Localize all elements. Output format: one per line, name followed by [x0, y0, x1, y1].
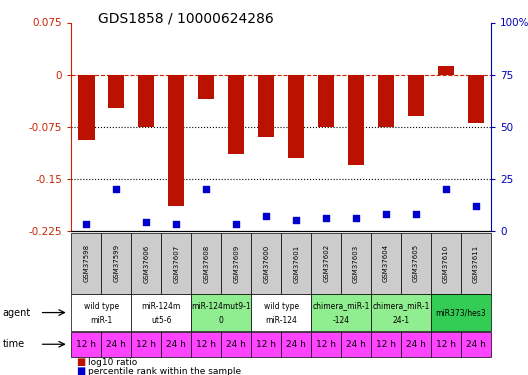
Text: miR-124: miR-124 [265, 316, 297, 325]
Text: 12 h: 12 h [76, 340, 96, 349]
Point [172, 221, 181, 227]
Text: 12 h: 12 h [196, 340, 216, 349]
Point [142, 219, 150, 225]
Text: 12 h: 12 h [436, 340, 456, 349]
Text: wild type: wild type [84, 302, 119, 310]
Text: 24 h: 24 h [166, 340, 186, 349]
Text: GSM37607: GSM37607 [173, 244, 179, 283]
Point [442, 186, 450, 192]
Bar [258, 75, 275, 137]
Point [262, 213, 270, 219]
Text: GSM37606: GSM37606 [143, 244, 149, 283]
Text: GSM37608: GSM37608 [203, 244, 209, 283]
Text: 24 h: 24 h [466, 340, 486, 349]
Point [322, 215, 331, 221]
Text: 24 h: 24 h [406, 340, 426, 349]
Text: agent: agent [3, 308, 31, 318]
Point [382, 211, 390, 217]
Point [232, 221, 240, 227]
Text: GSM37605: GSM37605 [413, 244, 419, 282]
Point [412, 211, 420, 217]
Text: 24-1: 24-1 [392, 316, 410, 325]
Text: chimera_miR-1: chimera_miR-1 [372, 302, 430, 310]
Text: GSM37611: GSM37611 [473, 244, 479, 283]
Text: 12 h: 12 h [316, 340, 336, 349]
Point [292, 217, 300, 223]
Text: 0: 0 [219, 316, 224, 325]
Text: miR-124m: miR-124m [142, 302, 181, 310]
Bar [288, 75, 305, 158]
Text: GDS1858 / 10000624286: GDS1858 / 10000624286 [98, 11, 274, 25]
Bar [468, 75, 484, 123]
Text: 12 h: 12 h [136, 340, 156, 349]
Bar [228, 75, 244, 154]
Text: ■: ■ [77, 366, 86, 375]
Text: GSM37610: GSM37610 [443, 244, 449, 283]
Text: ■: ■ [77, 357, 86, 367]
Text: GSM37603: GSM37603 [353, 244, 359, 283]
Text: GSM37602: GSM37602 [323, 244, 329, 282]
Point [352, 215, 360, 221]
Text: chimera_miR-1: chimera_miR-1 [313, 302, 370, 310]
Text: 24 h: 24 h [286, 340, 306, 349]
Bar [198, 75, 214, 99]
Bar [438, 66, 454, 75]
Text: GSM37601: GSM37601 [293, 244, 299, 283]
Bar [408, 75, 425, 116]
Bar [138, 75, 155, 127]
Text: 12 h: 12 h [256, 340, 276, 349]
Bar [168, 75, 184, 206]
Text: GSM37600: GSM37600 [263, 244, 269, 283]
Text: log10 ratio: log10 ratio [88, 358, 137, 367]
Text: miR-124mut9-1: miR-124mut9-1 [191, 302, 251, 310]
Point [202, 186, 211, 192]
Bar [318, 75, 334, 127]
Text: wild type: wild type [263, 302, 299, 310]
Bar [348, 75, 364, 165]
Bar [108, 75, 125, 108]
Text: 12 h: 12 h [376, 340, 396, 349]
Text: GSM37609: GSM37609 [233, 244, 239, 283]
Text: 24 h: 24 h [227, 340, 246, 349]
Text: miR373/hes3: miR373/hes3 [436, 308, 486, 317]
Bar [78, 75, 95, 141]
Text: 24 h: 24 h [106, 340, 126, 349]
Text: -124: -124 [333, 316, 350, 325]
Text: 24 h: 24 h [346, 340, 366, 349]
Point [82, 221, 90, 227]
Text: time: time [3, 339, 25, 349]
Text: percentile rank within the sample: percentile rank within the sample [88, 367, 241, 375]
Point [472, 202, 480, 208]
Text: ut5-6: ut5-6 [151, 316, 172, 325]
Bar [378, 75, 394, 127]
Text: GSM37604: GSM37604 [383, 244, 389, 282]
Text: miR-1: miR-1 [90, 316, 112, 325]
Point [112, 186, 120, 192]
Text: GSM37598: GSM37598 [83, 244, 89, 282]
Text: GSM37599: GSM37599 [113, 244, 119, 282]
